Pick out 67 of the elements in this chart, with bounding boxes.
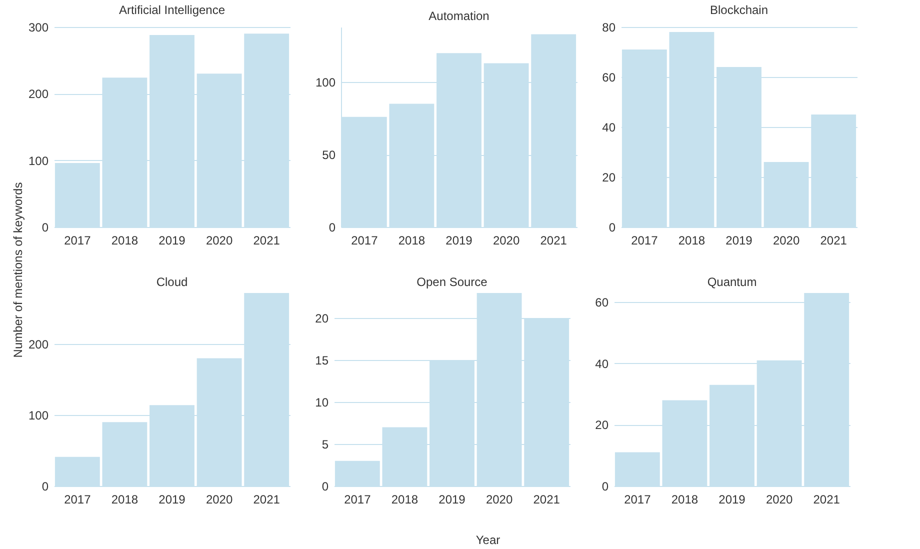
x-tick-label: 2021	[253, 492, 280, 506]
x-tick-label: 2017	[351, 234, 378, 248]
x-tick-label: 2018	[111, 234, 138, 248]
y-tick-label: 20	[315, 312, 329, 326]
y-tick-label: 100	[28, 154, 49, 168]
y-tick-label: 80	[602, 20, 616, 34]
x-tick-label: 2018	[678, 234, 706, 248]
y-tick-label: 0	[42, 480, 49, 494]
x-tick-label: 2020	[206, 492, 233, 506]
x-tick-label: 2019	[718, 492, 746, 506]
x-axis-title: Year	[476, 533, 500, 547]
chart-title: Automation	[428, 9, 490, 23]
x-tick-label: 2017	[631, 234, 658, 248]
x-tick-label: 2020	[766, 492, 793, 506]
bar	[54, 163, 100, 227]
x-tick-label: 2019	[726, 234, 753, 248]
x-tick-label: 2021	[813, 492, 840, 506]
x-tick-label: 2018	[398, 234, 426, 248]
y-tick-label: 60	[602, 70, 616, 84]
y-tick-label: 0	[42, 220, 49, 234]
x-tick-label: 2021	[253, 234, 280, 248]
x-tick-label: 2017	[344, 492, 372, 506]
bar	[54, 456, 100, 486]
y-tick-label: 5	[322, 438, 329, 452]
x-tick-label: 2019	[446, 234, 473, 248]
x-tick-label: 2020	[772, 234, 800, 248]
chart-title: Artificial Intelligence	[118, 3, 226, 17]
y-tick-label: 0	[328, 220, 336, 234]
x-tick-label: 2018	[391, 492, 418, 506]
y-tick-label: 40	[595, 356, 609, 371]
x-tick-label: 2019	[158, 234, 186, 248]
y-tick-label: 100	[28, 408, 49, 423]
y-tick-label: 15	[315, 354, 329, 368]
x-tick-label: 2020	[206, 234, 233, 248]
y-tick-label: 200	[28, 87, 49, 102]
x-tick-label: 2017	[64, 234, 92, 248]
bar	[102, 422, 148, 486]
y-tick-label: 20	[595, 418, 609, 432]
chart-title: Cloud	[156, 275, 188, 289]
y-tick-label: 0	[322, 480, 329, 494]
x-tick-label: 2018	[111, 492, 138, 506]
x-tick-label: 2020	[486, 492, 513, 506]
bar	[614, 452, 660, 486]
y-axis-title: Number of mentions of keywords	[11, 182, 25, 358]
y-tick-label: 50	[322, 148, 336, 162]
x-tick-label: 2021	[820, 234, 848, 248]
bar	[334, 460, 380, 486]
x-tick-label: 2017	[624, 492, 652, 506]
x-tick-label: 2019	[438, 492, 466, 506]
y-tick-label: 40	[602, 120, 616, 134]
x-tick-label: 2017	[64, 492, 92, 506]
y-tick-label: 100	[315, 76, 336, 90]
y-tick-label: 60	[595, 296, 609, 310]
y-tick-label: 0	[602, 480, 609, 494]
x-tick-label: 2020	[492, 234, 520, 248]
y-tick-label: 200	[28, 338, 49, 352]
x-tick-label: 2021	[533, 492, 560, 506]
x-tick-label: 2018	[671, 492, 698, 506]
chart-title: Blockchain	[710, 3, 768, 17]
x-tick-label: 2021	[540, 234, 568, 248]
chart-title: Open Source	[416, 275, 488, 289]
y-tick-label: 300	[28, 20, 49, 34]
y-tick-label: 0	[608, 220, 616, 234]
chart-title: Quantum	[707, 275, 757, 289]
x-tick-label: 2019	[158, 492, 186, 506]
y-tick-label: 10	[315, 396, 329, 410]
y-tick-label: 20	[602, 170, 616, 184]
